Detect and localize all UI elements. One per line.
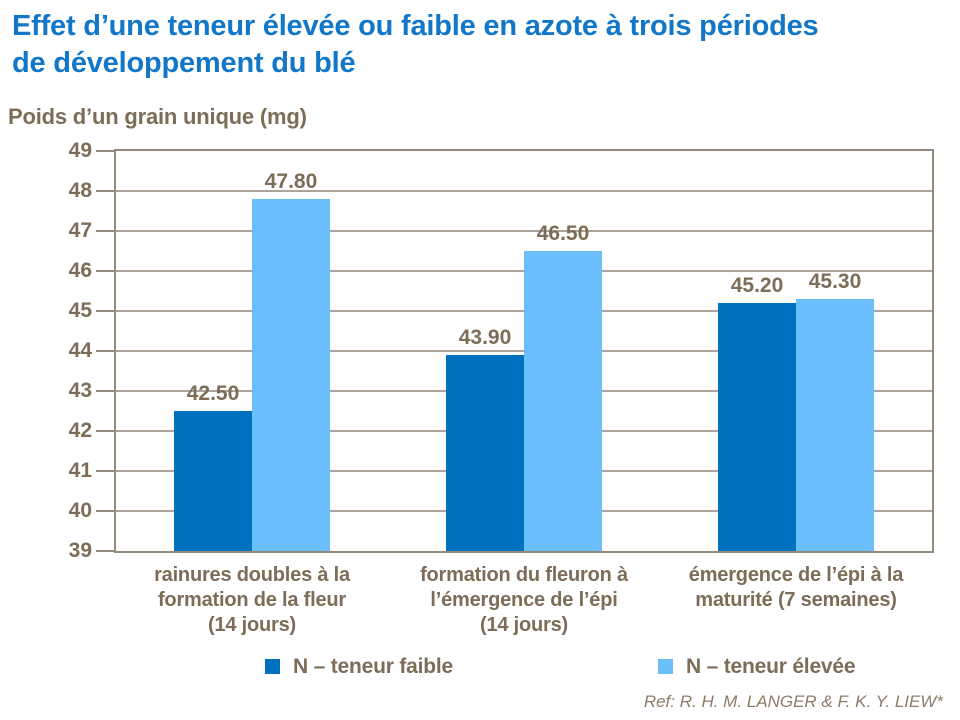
category-label: formation du fleuron à l’émergence de l’é… — [384, 563, 664, 638]
y-axis-tick — [96, 310, 114, 312]
y-axis-tick — [96, 350, 114, 352]
bar-series2-cat2 — [524, 251, 602, 551]
y-axis-tick — [96, 230, 114, 232]
bar-value-label: 45.20 — [730, 274, 784, 297]
category-label-line: maturité (7 semaines) — [695, 589, 897, 611]
category-label-line: rainures doubles à la — [154, 564, 350, 586]
bar-value-label: 45.30 — [808, 270, 862, 293]
y-axis-tick-label: 44 — [68, 339, 92, 362]
slide-title: Effet d’une teneur élevée ou faible en a… — [12, 8, 952, 82]
bar-series1-cat3 — [718, 303, 796, 551]
bar-value-label: 46.50 — [536, 222, 590, 245]
bar-value-label: 43.90 — [458, 326, 512, 349]
y-axis-tick-label: 43 — [68, 379, 92, 402]
y-axis-tick — [96, 550, 114, 552]
y-axis-tick-label: 48 — [68, 179, 92, 202]
y-axis-tick — [96, 150, 114, 152]
gridline — [116, 190, 932, 192]
y-axis-tick — [96, 510, 114, 512]
bar-series1-cat2 — [446, 355, 524, 551]
slide-title-line-2: de développement du blé — [12, 47, 356, 79]
category-label-line: émergence de l’épi à la — [688, 564, 904, 586]
y-axis-tick — [96, 390, 114, 392]
legend: N – teneur faible N – teneur élevée — [0, 654, 960, 680]
bar-series2-cat1 — [252, 199, 330, 551]
legend-item-n-teneur-elevee: N – teneur élevée — [658, 654, 856, 680]
category-label-line: formation du fleuron à — [420, 564, 628, 586]
legend-label-n-teneur-faible: N – teneur faible — [293, 655, 453, 678]
category-label-line: (14 jours) — [207, 614, 297, 636]
y-axis-tick-label: 41 — [68, 459, 92, 482]
legend-swatch-n-teneur-faible — [265, 659, 280, 674]
category-label: rainures doubles à la formation de la fle… — [112, 563, 392, 638]
y-axis-tick-label: 46 — [68, 259, 92, 282]
y-axis-tick-label: 39 — [68, 539, 92, 562]
category-label: émergence de l’épi à la maturité (7 semai… — [656, 563, 936, 613]
y-axis-tick-label: 42 — [68, 419, 92, 442]
category-label-line: formation de la fleur — [157, 589, 347, 611]
y-axis-tick — [96, 270, 114, 272]
y-axis-tick — [96, 190, 114, 192]
bar-series2-cat3 — [796, 299, 874, 551]
bar-value-label: 42.50 — [186, 382, 240, 405]
y-axis-tick — [96, 470, 114, 472]
legend-item-n-teneur-faible: N – teneur faible — [265, 654, 453, 680]
y-axis-tick-label: 47 — [68, 219, 92, 242]
y-axis-tick — [96, 430, 114, 432]
legend-label-n-teneur-elevee: N – teneur élevée — [686, 655, 856, 678]
category-label-line: (14 jours) — [479, 614, 569, 636]
y-axis-tick-label: 45 — [68, 299, 92, 322]
bar-value-label: 47.80 — [264, 170, 318, 193]
category-label-line: l’émergence de l’épi — [430, 589, 618, 611]
y-axis-tick-label: 49 — [68, 139, 92, 162]
legend-swatch-n-teneur-elevee — [658, 659, 673, 674]
y-axis-tick-label: 40 — [68, 499, 92, 522]
slide-title-line-1: Effet d’une teneur élevée ou faible en a… — [12, 10, 819, 42]
bar-series1-cat1 — [174, 411, 252, 551]
reference-citation: Ref: R. H. M. LANGER & F. K. Y. LIEW* — [643, 692, 943, 711]
gridline — [116, 230, 932, 232]
y-axis-title: Poids d’un grain unique (mg) — [8, 104, 307, 129]
